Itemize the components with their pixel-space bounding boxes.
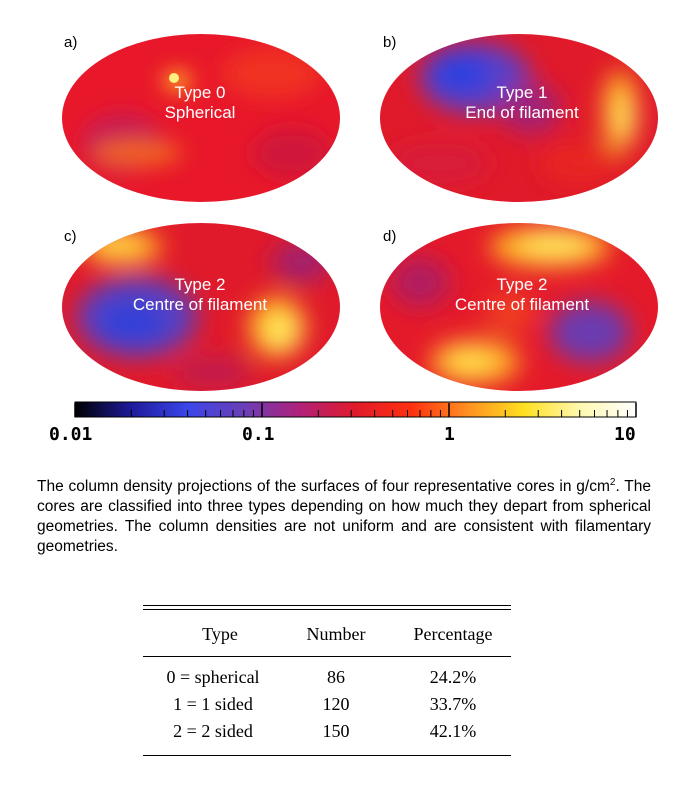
colorbar-label-2: 1 <box>444 424 455 445</box>
panel-a-title: Type 0 Spherical <box>80 83 320 123</box>
table-row-1-percentage: 33.7% <box>429 694 477 714</box>
table-header-type: Type <box>202 624 238 644</box>
colorbar-bar <box>74 401 637 418</box>
colorbar-label-3: 10 <box>614 424 636 445</box>
panel-a-letter: a) <box>64 34 78 51</box>
table-header-percentage: Percentage <box>413 624 493 644</box>
table-row-0-type: 0 = spherical <box>166 667 260 687</box>
table-mid-rule <box>143 656 511 657</box>
panel-b-letter: b) <box>383 34 397 51</box>
caption-superscript: 2 <box>609 476 616 488</box>
panel-a-map <box>62 34 340 202</box>
table-header-number: Number <box>306 624 366 644</box>
panel-d-map <box>380 223 658 391</box>
panel-c-title-line2: Centre of filament <box>132 295 268 314</box>
table-row-0-number: 86 <box>327 667 345 687</box>
table-bottom-rule <box>143 755 511 756</box>
table-row-2-type: 2 = 2 sided <box>173 721 253 741</box>
panel-d-title-line1: Type 2 <box>496 275 548 294</box>
colorbar-label-0: 0.01 <box>49 424 93 445</box>
colorbar-label-1: 0.1 <box>242 424 275 445</box>
panel-d-letter: d) <box>383 228 397 245</box>
panel-a-title-line1: Type 0 <box>174 83 226 102</box>
panel-b-map <box>380 34 658 202</box>
panel-b-title-line2: End of filament <box>465 103 579 122</box>
table-row-2-number: 150 <box>322 721 350 741</box>
table-top-rule-2 <box>143 609 511 610</box>
panel-b-title-line1: Type 1 <box>496 83 548 102</box>
panel-c-map <box>62 223 340 391</box>
table-row-2-percentage: 42.1% <box>429 721 477 741</box>
table-row-1-number: 120 <box>322 694 350 714</box>
panel-a-title-line2: Spherical <box>164 103 236 122</box>
table-row-1-type: 1 = 1 sided <box>173 694 253 714</box>
table-row-0-percentage: 24.2% <box>429 667 477 687</box>
panel-c-letter: c) <box>64 228 77 245</box>
figure-caption: The column density projections of the su… <box>37 477 651 557</box>
panel-d-title: Type 2 Centre of filament <box>402 275 642 315</box>
panel-d-title-line2: Centre of filament <box>454 295 590 314</box>
table-top-rule-1 <box>143 605 511 606</box>
caption-part2: . The cores are classified into three ty… <box>37 478 651 555</box>
panel-b-title: Type 1 End of filament <box>402 83 642 123</box>
panel-c-title: Type 2 Centre of filament <box>80 275 320 315</box>
colorbar-ticks <box>74 403 637 417</box>
panel-c-title-line1: Type 2 <box>174 275 226 294</box>
caption-part1: The column density projections of the su… <box>37 478 610 495</box>
